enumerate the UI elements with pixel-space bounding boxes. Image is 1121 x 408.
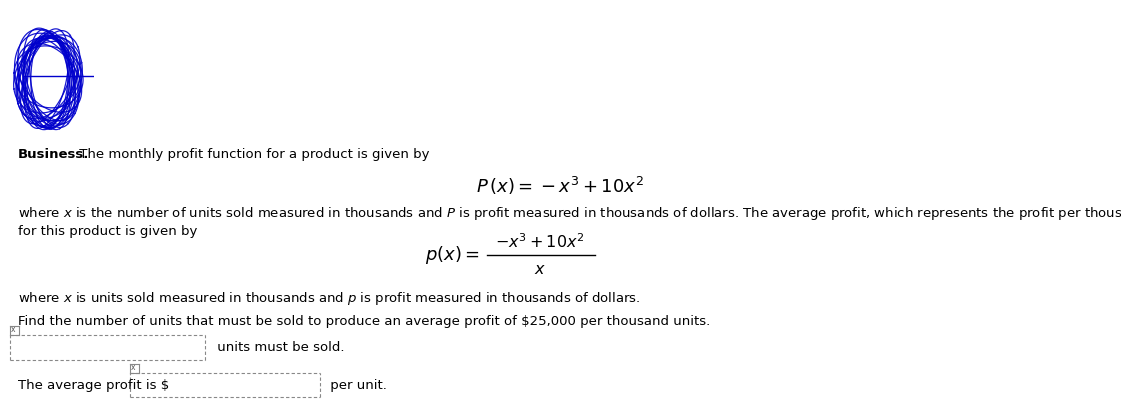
Text: Business.: Business. [18, 148, 90, 161]
Text: $P\,(x) = -x^3 + 10x^2$: $P\,(x) = -x^3 + 10x^2$ [476, 175, 643, 197]
Text: The monthly profit function for a product is given by: The monthly profit function for a produc… [75, 148, 429, 161]
Text: units must be sold.: units must be sold. [213, 341, 344, 354]
Text: $p(x) =$: $p(x) =$ [425, 244, 480, 266]
Text: The average profit is $: The average profit is $ [18, 379, 169, 392]
Text: where $x$ is units sold measured in thousands and $p$ is profit measured in thou: where $x$ is units sold measured in thou… [18, 290, 640, 307]
Text: where $x$ is the number of units sold measured in thousands and $P$ is profit me: where $x$ is the number of units sold me… [18, 205, 1121, 222]
Text: $-x^3 + 10x^2$: $-x^3 + 10x^2$ [495, 233, 585, 251]
Text: x: x [11, 325, 16, 334]
Text: for this product is given by: for this product is given by [18, 225, 197, 238]
Text: Find the number of units that must be sold to produce an average profit of $25,0: Find the number of units that must be so… [18, 315, 711, 328]
Text: per unit.: per unit. [326, 379, 387, 392]
Text: x: x [131, 363, 136, 372]
Text: $x$: $x$ [534, 262, 546, 277]
